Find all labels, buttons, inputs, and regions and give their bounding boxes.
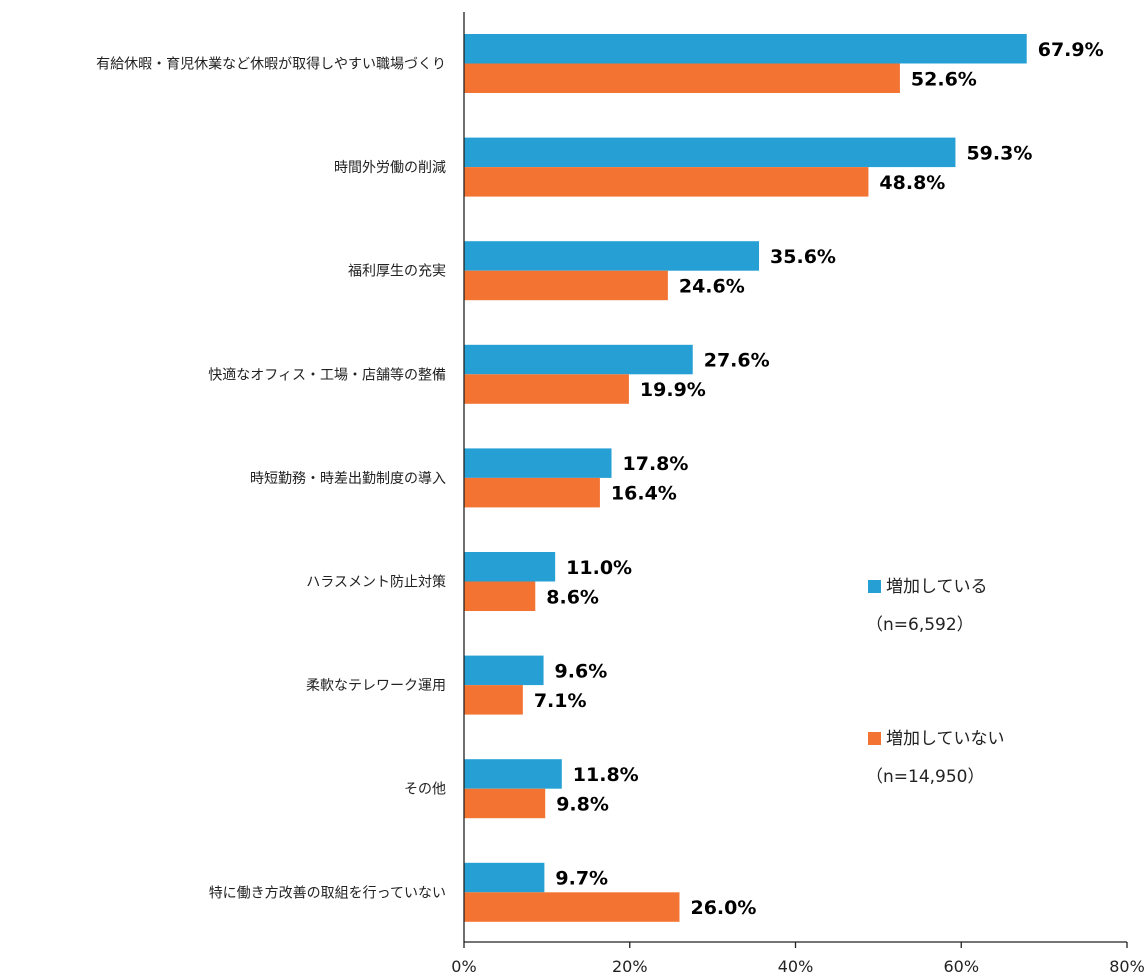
bar-increasing	[464, 759, 562, 789]
category-label: 時間外労働の削減	[334, 159, 446, 176]
bar-increasing	[464, 241, 760, 271]
data-label: 9.6%	[555, 660, 608, 682]
category-label: 柔軟なテレワーク運用	[306, 678, 446, 694]
category-label: その他	[404, 782, 446, 798]
bar-increasing	[464, 655, 544, 686]
bar-not-increasing	[464, 892, 680, 922]
data-label: 11.8%	[573, 764, 639, 786]
bar-increasing	[464, 552, 556, 582]
bar-not-increasing	[464, 581, 536, 611]
data-label: 27.6%	[704, 350, 770, 372]
bar-increasing	[464, 137, 956, 168]
x-tick-label: 40%	[778, 957, 814, 974]
bar-not-increasing	[464, 477, 600, 508]
data-label: 59.3%	[966, 142, 1032, 164]
legend-sample-size: （n=14,950）	[866, 767, 985, 787]
data-label: 9.7%	[555, 868, 608, 890]
data-label: 16.4%	[611, 483, 677, 505]
category-label: 特に働き方改善の取組を行っていない	[209, 885, 446, 901]
category-label: 福利厚生の充実	[348, 264, 446, 280]
bar-increasing	[464, 344, 693, 375]
bar-not-increasing	[464, 374, 629, 404]
bar-increasing	[464, 862, 545, 893]
x-tick-label: 0%	[451, 957, 476, 974]
data-label: 11.0%	[566, 557, 632, 579]
data-label: 7.1%	[534, 690, 587, 712]
category-label: 時短勤務・時差出勤制度の導入	[250, 471, 446, 487]
data-label: 52.6%	[911, 68, 977, 90]
x-tick-label: 80%	[1109, 957, 1145, 974]
data-label: 9.8%	[556, 793, 609, 815]
bar-not-increasing	[464, 685, 523, 715]
data-label: 48.8%	[879, 172, 945, 194]
data-label: 35.6%	[770, 246, 836, 268]
data-label: 26.0%	[690, 897, 756, 919]
category-label: 有給休暇・育児休業など休暇が取得しやすい職場づくり	[96, 56, 446, 73]
bar-increasing	[464, 448, 612, 478]
category-label: 快適なオフィス・工場・店舗等の整備	[208, 366, 446, 383]
legend-swatch	[868, 580, 881, 593]
data-label: 19.9%	[640, 379, 706, 401]
legend-label: 増加している	[886, 577, 988, 597]
data-label: 8.6%	[546, 586, 599, 608]
data-label: 17.8%	[623, 453, 689, 475]
bar-increasing	[464, 34, 1027, 64]
bar-not-increasing	[464, 270, 668, 301]
data-label: 24.6%	[679, 275, 745, 297]
data-label: 67.9%	[1038, 39, 1104, 61]
bar-not-increasing	[464, 63, 900, 93]
x-tick-label: 20%	[612, 957, 648, 974]
legend-swatch	[868, 732, 881, 745]
category-label: ハラスメント防止対策	[306, 574, 446, 591]
legend-sample-size: （n=6,592）	[866, 615, 974, 635]
bar-not-increasing	[464, 788, 546, 819]
x-tick-label: 60%	[943, 957, 979, 974]
bar-not-increasing	[464, 167, 869, 197]
legend-label: 増加していない	[886, 729, 1005, 749]
